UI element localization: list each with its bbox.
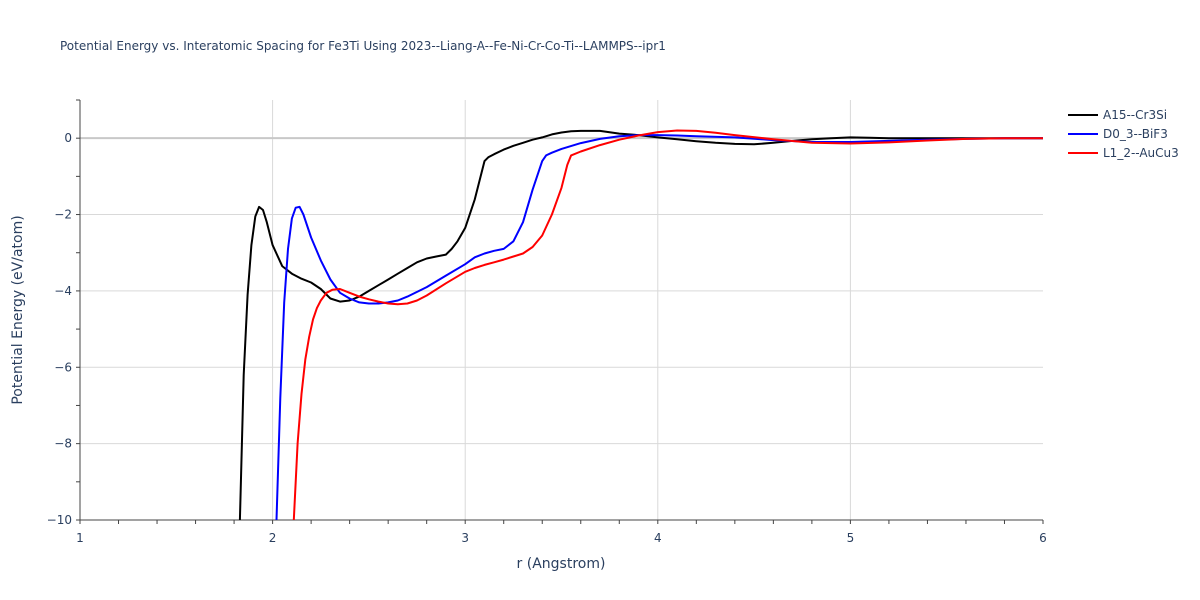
y-axis-ticks: −10 −8 −6 −4 −2 0 — [47, 99, 80, 527]
series-line-2 — [292, 129, 1043, 520]
y-tick-label: 0 — [64, 131, 72, 145]
x-axis-ticks: 1 2 3 4 5 6 — [76, 520, 1047, 545]
chart-title: Potential Energy vs. Interatomic Spacing… — [60, 39, 666, 53]
x-tick-label: 1 — [76, 531, 84, 545]
x-axis-title: r (Angstrom) — [517, 556, 606, 572]
x-tick-label: 5 — [847, 531, 855, 545]
plot-area — [238, 129, 1043, 520]
series-line-0 — [238, 129, 1043, 520]
y-axis-title: Potential Energy (eV/atom) — [10, 215, 26, 404]
series-line-1 — [275, 134, 1043, 520]
y-tick-label: −10 — [47, 513, 72, 527]
y-tick-label: −2 — [54, 208, 72, 222]
x-tick-label: 4 — [654, 531, 662, 545]
x-tick-label: 2 — [269, 531, 277, 545]
legend-label: L1_2--AuCu3 — [1103, 146, 1179, 160]
legend: A15--Cr3Si D0_3--BiF3 L1_2--AuCu3 — [1068, 108, 1179, 160]
x-tick-label: 3 — [461, 531, 469, 545]
y-tick-label: −8 — [54, 437, 72, 451]
legend-label: D0_3--BiF3 — [1103, 127, 1168, 141]
legend-label: A15--Cr3Si — [1103, 108, 1167, 122]
y-tick-label: −4 — [54, 284, 72, 298]
y-tick-label: −6 — [54, 360, 72, 374]
grid-lines — [79, 100, 1043, 521]
x-tick-label: 6 — [1039, 531, 1047, 545]
